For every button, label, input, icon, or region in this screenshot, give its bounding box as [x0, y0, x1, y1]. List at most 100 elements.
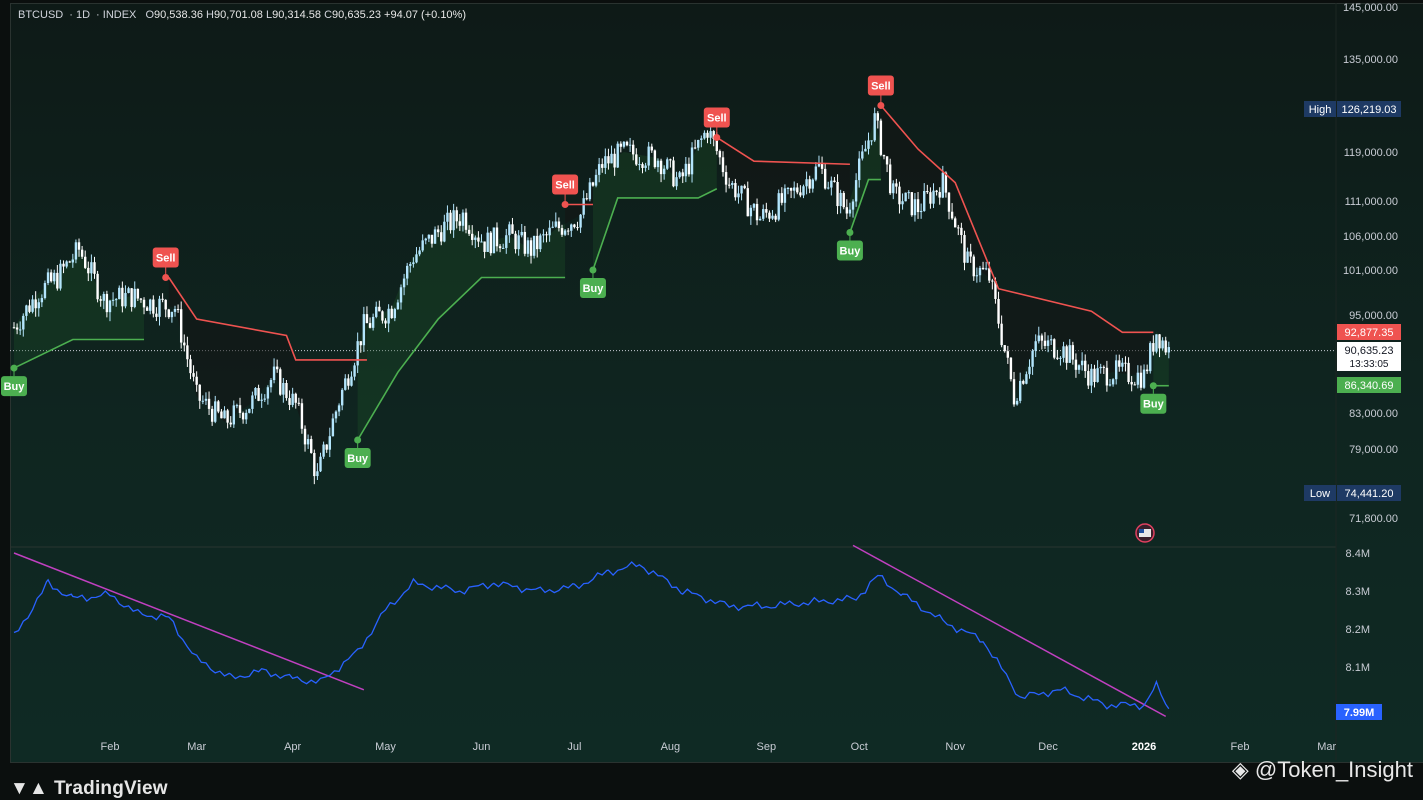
candle: [944, 171, 948, 198]
candle: [532, 235, 536, 259]
candle: [319, 452, 322, 473]
candle: [827, 181, 830, 190]
candle-body: [700, 138, 703, 140]
candle-body: [594, 174, 598, 186]
candle: [632, 140, 635, 161]
buy-signal: Buy: [1, 364, 27, 397]
buy-stop-line: [356, 276, 566, 441]
signal-badge: [1140, 393, 1167, 414]
signal-label: Buy: [840, 246, 862, 258]
candle: [820, 156, 824, 175]
candle-body: [539, 235, 542, 250]
candle-body: [436, 229, 440, 233]
indicator-tag-bg: [1336, 704, 1382, 720]
candle-body: [957, 227, 960, 229]
candle: [402, 273, 406, 296]
candle: [1127, 357, 1130, 385]
candle-body: [167, 309, 171, 318]
candle-body: [653, 150, 657, 168]
indicator-layer: [13, 561, 1170, 711]
candle-body: [248, 408, 251, 413]
candle-body: [511, 224, 514, 234]
indicator-tick-label: 8.4M: [1346, 548, 1370, 560]
candle: [560, 224, 564, 237]
candle-body: [1096, 368, 1099, 382]
candle-body: [310, 439, 313, 453]
candle-body: [669, 159, 672, 161]
candle: [551, 221, 554, 229]
candle-body: [997, 298, 1000, 324]
candle: [709, 124, 712, 144]
candle-body: [139, 298, 143, 300]
candle: [771, 210, 774, 220]
candle: [1155, 334, 1158, 354]
candle-body: [294, 393, 297, 403]
candle-body: [666, 159, 669, 169]
candle: [901, 193, 904, 210]
candle: [105, 290, 109, 318]
time-tick-label: Jun: [473, 741, 491, 753]
candle-body: [306, 439, 310, 445]
signal-badge: [552, 174, 579, 195]
symbol-label[interactable]: BTCUSD: [18, 9, 64, 21]
candle-body: [684, 163, 688, 177]
low-label: L: [265, 9, 273, 21]
candle-body: [926, 191, 929, 193]
candle: [916, 192, 920, 219]
candle-body: [802, 186, 805, 196]
candle-body: [851, 201, 855, 210]
candle-body: [727, 184, 731, 186]
tradingview-logo[interactable]: ▼▲ TradingView: [10, 778, 168, 800]
event-flag-icon: [1135, 523, 1155, 543]
candle-body: [579, 214, 582, 228]
candle-body: [1149, 343, 1152, 372]
sell-signal: Sell: [552, 174, 579, 208]
candle: [1006, 345, 1010, 364]
candle-body: [585, 198, 588, 200]
candle-body: [130, 288, 133, 307]
candle-body: [755, 203, 759, 221]
candle-body: [731, 183, 734, 185]
candle-body: [18, 329, 22, 331]
candle-body: [375, 306, 378, 317]
candle-body: [796, 187, 799, 193]
signal-label: Buy: [347, 453, 369, 465]
interval-label[interactable]: 1D: [75, 9, 91, 21]
candle-body: [300, 403, 304, 429]
candle-body: [1003, 345, 1006, 352]
candle-body: [464, 212, 468, 230]
indicator-tick-label: 8.2M: [1346, 624, 1370, 636]
candle: [458, 214, 462, 231]
candle-body: [235, 405, 239, 407]
candle: [176, 304, 180, 313]
buy-stop-line: [13, 338, 145, 369]
candle: [430, 234, 434, 248]
candle-body: [74, 242, 78, 260]
indicator-tick-label: 8.1M: [1346, 662, 1370, 674]
candle-body: [118, 287, 121, 300]
high-tag: High 126,219.03: [1304, 101, 1401, 117]
candle: [337, 403, 341, 417]
candle: [362, 306, 366, 352]
candle: [179, 301, 183, 349]
candle-body: [241, 412, 245, 420]
low-tag: Low 74,441.20: [1304, 485, 1401, 501]
candle: [644, 162, 647, 172]
candle-body: [895, 183, 898, 187]
candle-body: [913, 199, 917, 216]
candle: [87, 261, 90, 282]
candle-body: [251, 395, 254, 409]
candle: [740, 185, 743, 201]
support-tag: 86,340.69: [1337, 377, 1401, 393]
candle-body: [752, 203, 756, 208]
candle: [830, 176, 833, 196]
stop-tag: 92,877.35: [1337, 324, 1401, 340]
candle-body: [861, 151, 864, 159]
candle-body: [1025, 374, 1028, 384]
candle: [1071, 341, 1075, 365]
candle: [1111, 378, 1115, 387]
candle-body: [226, 410, 229, 423]
candle-body: [71, 259, 75, 263]
candle-body: [483, 241, 486, 252]
